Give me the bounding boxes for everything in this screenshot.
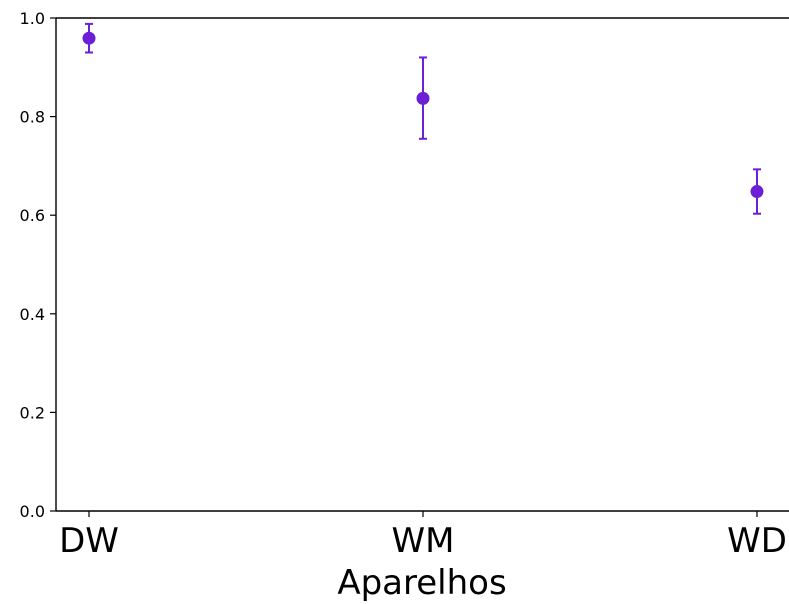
x-tick-label: DW bbox=[59, 521, 119, 561]
x-axis-label: Aparelhos bbox=[337, 563, 506, 603]
y-tick-label: 0.6 bbox=[20, 206, 45, 225]
data-point bbox=[750, 185, 764, 199]
y-tick-label: 1.0 bbox=[20, 9, 45, 28]
data-point bbox=[82, 31, 96, 45]
data-point bbox=[416, 91, 430, 105]
y-tick-label: 0.2 bbox=[20, 403, 45, 422]
y-tick-label: 0.8 bbox=[20, 108, 45, 127]
y-tick-label: 0.0 bbox=[20, 502, 45, 521]
data-marks bbox=[82, 22, 764, 215]
y-tick-label: 0.4 bbox=[20, 305, 45, 324]
y-ticks: 0.0 0.2 0.4 0.6 0.8 1.0 bbox=[20, 9, 56, 521]
x-tick-label: WD bbox=[727, 521, 787, 561]
x-ticks: DW WM WD bbox=[59, 511, 787, 561]
x-tick-label: WM bbox=[392, 521, 455, 561]
